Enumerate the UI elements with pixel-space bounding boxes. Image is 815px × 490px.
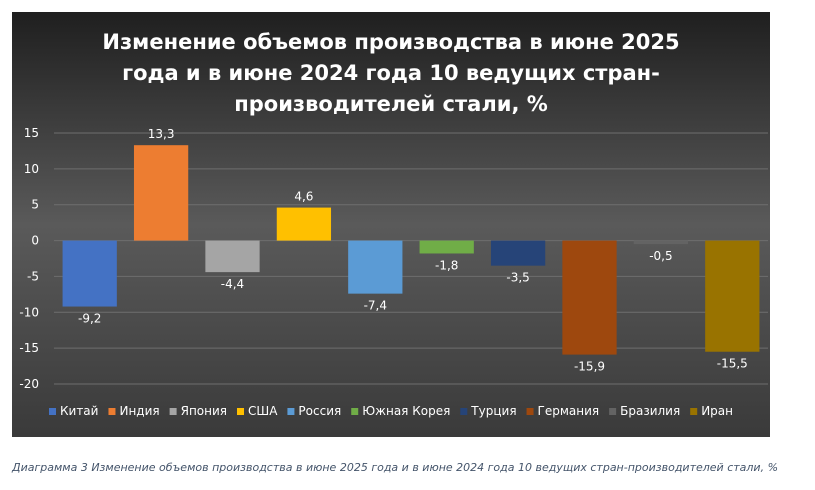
data-labels: -9,2 13,3 -4,4 4,6 -7,4 -1,8 -3,5 -15,9 -0,5 -15,… bbox=[78, 127, 748, 373]
y-tick-label: 10 bbox=[24, 162, 39, 176]
legend-swatch bbox=[526, 408, 534, 415]
legend-swatch bbox=[351, 408, 359, 415]
bar bbox=[62, 240, 117, 307]
legend-swatch bbox=[108, 408, 116, 415]
legend-label: Бразилия bbox=[620, 404, 680, 418]
chart-title-line: Изменение объемов производства в июне 20… bbox=[102, 30, 679, 54]
legend-label: Индия bbox=[119, 404, 159, 418]
y-tick-label: -5 bbox=[27, 269, 39, 283]
legend-label: Россия bbox=[298, 404, 341, 418]
data-label: 4,6 bbox=[294, 190, 313, 204]
data-label: -15,9 bbox=[574, 360, 605, 374]
data-label: -4,4 bbox=[221, 277, 244, 291]
chart-title-line: производителей стали, % bbox=[234, 92, 548, 116]
figure-caption: Диаграмма 3 Изменение объемов производст… bbox=[12, 461, 779, 474]
legend-item: Германия bbox=[526, 404, 600, 418]
data-label: -9,2 bbox=[78, 312, 101, 326]
legend-swatch bbox=[237, 408, 244, 415]
legend-label: Иран bbox=[701, 404, 733, 418]
chart-title: Изменение объемов производства в июне 20… bbox=[102, 30, 679, 116]
data-label: -0,5 bbox=[649, 249, 672, 263]
bar bbox=[276, 207, 332, 241]
bar bbox=[705, 240, 760, 352]
legend-swatch bbox=[49, 408, 56, 415]
chart-panel: Изменение объемов производства в июне 20… bbox=[12, 12, 770, 437]
y-tick-label: 5 bbox=[31, 198, 39, 212]
legend-item: Турция bbox=[460, 404, 517, 418]
legend-swatch bbox=[287, 408, 295, 415]
data-label: 13,3 bbox=[148, 127, 175, 141]
bar bbox=[633, 240, 689, 245]
legend-item: США bbox=[237, 404, 278, 418]
data-label: -15,5 bbox=[717, 357, 748, 371]
legend: Китай Индия Япония США Россия Южная Корея Турц… bbox=[49, 404, 733, 418]
bars bbox=[62, 145, 760, 355]
legend-item: Иран bbox=[690, 404, 733, 418]
legend-item: Южная Корея bbox=[351, 404, 450, 418]
y-axis-ticks: 15 10 5 0 -5 -10 -15 -20 bbox=[19, 126, 39, 391]
legend-label: Южная Корея bbox=[362, 404, 450, 418]
chart-title-line: года и в июне 2024 года 10 ведущих стран… bbox=[122, 61, 660, 85]
legend-label: Китай bbox=[60, 404, 98, 418]
y-tick-label: 0 bbox=[31, 234, 39, 248]
legend-label: Германия bbox=[538, 404, 600, 418]
y-tick-label: 15 bbox=[24, 126, 39, 140]
bar bbox=[490, 240, 546, 266]
bar bbox=[419, 240, 474, 254]
bar bbox=[205, 240, 260, 273]
bar bbox=[348, 240, 403, 294]
legend-swatch bbox=[460, 408, 468, 415]
data-label: -3,5 bbox=[506, 271, 529, 285]
data-label: -7,4 bbox=[364, 299, 387, 313]
y-tick-label: -10 bbox=[19, 305, 39, 319]
legend-swatch bbox=[169, 408, 177, 415]
legend-item: Индия bbox=[108, 404, 160, 418]
legend-item: Китай bbox=[49, 404, 98, 418]
y-tick-label: -20 bbox=[19, 377, 39, 391]
legend-swatch bbox=[609, 408, 617, 415]
legend-item: Россия bbox=[287, 404, 341, 418]
bar-chart: Изменение объемов производства в июне 20… bbox=[12, 12, 770, 437]
legend-item: Бразилия bbox=[609, 404, 680, 418]
legend-swatch bbox=[690, 408, 698, 415]
bar bbox=[133, 145, 189, 241]
y-tick-label: -15 bbox=[19, 341, 39, 355]
legend-label: Турция bbox=[470, 404, 516, 418]
legend-item: Япония bbox=[169, 404, 227, 418]
legend-label: США bbox=[248, 404, 278, 418]
bar bbox=[562, 240, 617, 355]
data-label: -1,8 bbox=[435, 258, 458, 272]
legend-label: Япония bbox=[181, 404, 227, 418]
